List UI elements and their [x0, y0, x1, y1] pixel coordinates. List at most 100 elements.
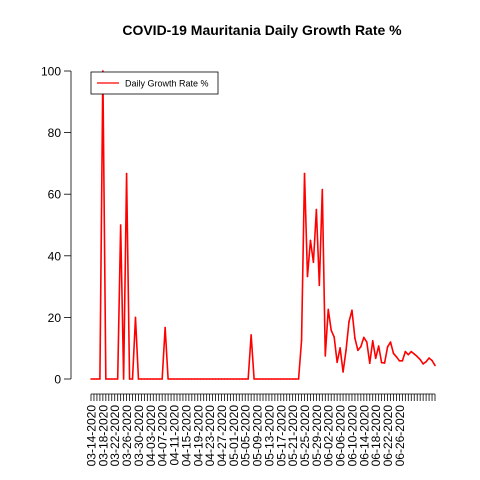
data-point	[167, 378, 169, 380]
data-point	[339, 347, 341, 349]
data-point	[211, 378, 214, 380]
x-tick-label: 04-03-2020	[144, 405, 158, 467]
data-point	[253, 378, 255, 380]
data-point	[377, 345, 380, 347]
x-tick-label: 06-14-2020	[357, 405, 371, 467]
data-point	[404, 350, 407, 353]
data-point	[188, 378, 190, 380]
data-point	[279, 378, 282, 380]
data-point	[271, 378, 273, 380]
y-tick-label: 60	[48, 188, 62, 202]
data-point	[158, 378, 161, 380]
data-point	[360, 345, 362, 348]
x-tick-label: 04-15-2020	[179, 405, 193, 467]
data-point	[312, 261, 315, 264]
data-point	[327, 308, 330, 311]
data-point	[274, 378, 276, 380]
y-tick-label: 80	[48, 126, 62, 140]
x-tick-label: 05-29-2020	[310, 405, 324, 467]
data-point	[345, 349, 347, 352]
data-point	[365, 341, 368, 343]
data-point	[99, 378, 101, 380]
data-point	[170, 378, 172, 380]
data-point	[348, 320, 350, 323]
data-point	[392, 352, 395, 355]
data-point	[161, 378, 163, 380]
data-point	[256, 378, 258, 380]
legend-label: Daily Growth Rate %	[125, 79, 209, 89]
data-point	[143, 378, 146, 380]
data-point	[105, 378, 107, 380]
x-tick-label: 05-09-2020	[251, 405, 265, 467]
x-tick-label: 05-25-2020	[298, 405, 312, 467]
x-tick-label: 05-17-2020	[274, 405, 288, 467]
data-point	[235, 378, 238, 380]
data-point	[401, 360, 404, 362]
data-point	[342, 371, 344, 373]
series-layer	[90, 70, 436, 380]
data-point	[155, 378, 158, 380]
data-point	[285, 378, 288, 380]
legend: Daily Growth Rate %	[90, 71, 219, 95]
data-point	[354, 337, 356, 340]
data-point	[226, 378, 229, 380]
data-point	[398, 360, 401, 362]
data-point	[303, 172, 306, 175]
x-tick-label: 04-11-2020	[168, 405, 182, 466]
data-point	[214, 378, 217, 380]
data-point	[324, 355, 327, 357]
data-point	[119, 224, 122, 226]
data-point	[262, 378, 264, 380]
data-point	[116, 378, 119, 380]
data-point	[265, 378, 267, 380]
data-point	[277, 378, 279, 380]
data-point	[196, 378, 199, 380]
data-point	[134, 316, 137, 319]
data-point	[419, 358, 421, 361]
data-point	[309, 239, 312, 242]
data-point	[107, 378, 110, 380]
data-point	[182, 378, 184, 380]
y-tick-label: 40	[48, 249, 62, 263]
data-point	[122, 378, 125, 380]
data-point	[374, 357, 377, 360]
data-point	[413, 353, 416, 355]
data-point	[380, 361, 383, 364]
data-point	[125, 172, 128, 175]
x-tick-label: 06-02-2020	[322, 405, 336, 467]
data-point	[410, 350, 413, 353]
x-tick-label: 06-10-2020	[345, 405, 359, 467]
data-point	[140, 378, 143, 380]
data-point	[90, 378, 92, 380]
x-tick-label: 05-01-2020	[227, 405, 241, 467]
x-tick-label: 05-13-2020	[262, 405, 276, 467]
data-point	[191, 378, 193, 380]
data-point	[164, 326, 166, 329]
data-point	[205, 378, 208, 380]
data-point	[371, 340, 374, 342]
data-point	[428, 357, 430, 359]
data-point	[93, 378, 95, 380]
data-point	[128, 378, 131, 380]
data-point	[294, 378, 297, 380]
x-tick-label: 03-22-2020	[108, 405, 122, 467]
data-point	[113, 378, 116, 380]
data-point	[176, 378, 178, 380]
x-tick-label: 06-26-2020	[393, 405, 407, 467]
x-tick-label: 04-23-2020	[203, 405, 217, 467]
data-point	[185, 378, 187, 380]
data-point	[368, 362, 371, 365]
data-point	[431, 359, 433, 362]
data-point	[288, 378, 291, 380]
data-point	[416, 355, 419, 358]
data-point	[241, 378, 244, 380]
data-point	[199, 378, 202, 380]
data-point	[268, 378, 270, 380]
x-tick-label: 03-14-2020	[85, 405, 99, 467]
data-point	[202, 378, 205, 380]
data-point	[318, 284, 321, 287]
x-tick-label: 04-19-2020	[191, 405, 205, 467]
data-point	[259, 378, 261, 380]
data-point	[179, 378, 181, 380]
data-point	[102, 70, 104, 72]
